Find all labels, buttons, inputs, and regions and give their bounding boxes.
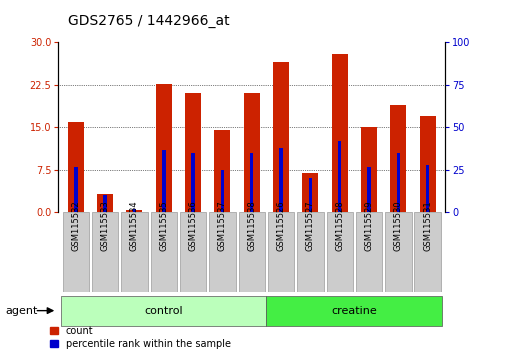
Bar <box>389 105 406 212</box>
Bar <box>61 296 266 326</box>
Bar <box>92 212 118 292</box>
Text: GSM115534: GSM115534 <box>130 200 139 251</box>
Bar <box>103 195 107 212</box>
Bar <box>425 165 429 212</box>
Bar <box>249 153 253 212</box>
Text: GSM115529: GSM115529 <box>364 200 373 251</box>
Bar <box>414 212 440 292</box>
Bar <box>132 209 136 212</box>
Bar <box>355 212 381 292</box>
Bar <box>243 93 259 212</box>
Bar <box>220 170 224 212</box>
Text: GSM115528: GSM115528 <box>334 200 343 251</box>
Bar <box>126 210 142 212</box>
Bar <box>191 153 194 212</box>
Legend: count, percentile rank within the sample: count, percentile rank within the sample <box>50 326 230 349</box>
Bar <box>360 127 376 212</box>
Bar <box>209 212 235 292</box>
Bar <box>180 212 206 292</box>
Bar <box>238 212 265 292</box>
Text: GSM115535: GSM115535 <box>159 200 168 251</box>
Text: GSM115533: GSM115533 <box>100 200 110 251</box>
Bar <box>68 122 84 212</box>
Text: GSM115532: GSM115532 <box>71 200 80 251</box>
Text: GSM115526: GSM115526 <box>276 200 285 251</box>
Bar <box>162 149 165 212</box>
Bar <box>384 212 411 292</box>
Text: GSM115527: GSM115527 <box>306 200 314 251</box>
Bar <box>97 194 113 212</box>
Text: agent: agent <box>5 306 37 316</box>
Bar <box>396 153 399 212</box>
Bar <box>326 212 352 292</box>
Bar <box>121 212 147 292</box>
Bar <box>185 93 201 212</box>
Bar <box>266 296 441 326</box>
Text: creatine: creatine <box>331 306 377 316</box>
Bar <box>214 130 230 212</box>
Text: control: control <box>144 306 183 316</box>
Bar <box>419 116 435 212</box>
Bar <box>367 166 370 212</box>
Bar <box>337 141 341 212</box>
Bar <box>331 54 347 212</box>
Text: GSM115538: GSM115538 <box>247 200 256 251</box>
Text: GSM115537: GSM115537 <box>218 200 226 251</box>
Bar <box>150 212 177 292</box>
Bar <box>63 212 89 292</box>
Bar <box>156 84 172 212</box>
Text: GDS2765 / 1442966_at: GDS2765 / 1442966_at <box>68 14 229 28</box>
Bar <box>267 212 294 292</box>
Text: GSM115530: GSM115530 <box>393 200 402 251</box>
Bar <box>279 148 282 212</box>
Bar <box>273 62 288 212</box>
Bar <box>308 178 312 212</box>
Text: GSM115531: GSM115531 <box>422 200 431 251</box>
Bar <box>296 212 323 292</box>
Bar <box>301 173 318 212</box>
Bar <box>74 166 77 212</box>
Text: GSM115536: GSM115536 <box>188 200 197 251</box>
